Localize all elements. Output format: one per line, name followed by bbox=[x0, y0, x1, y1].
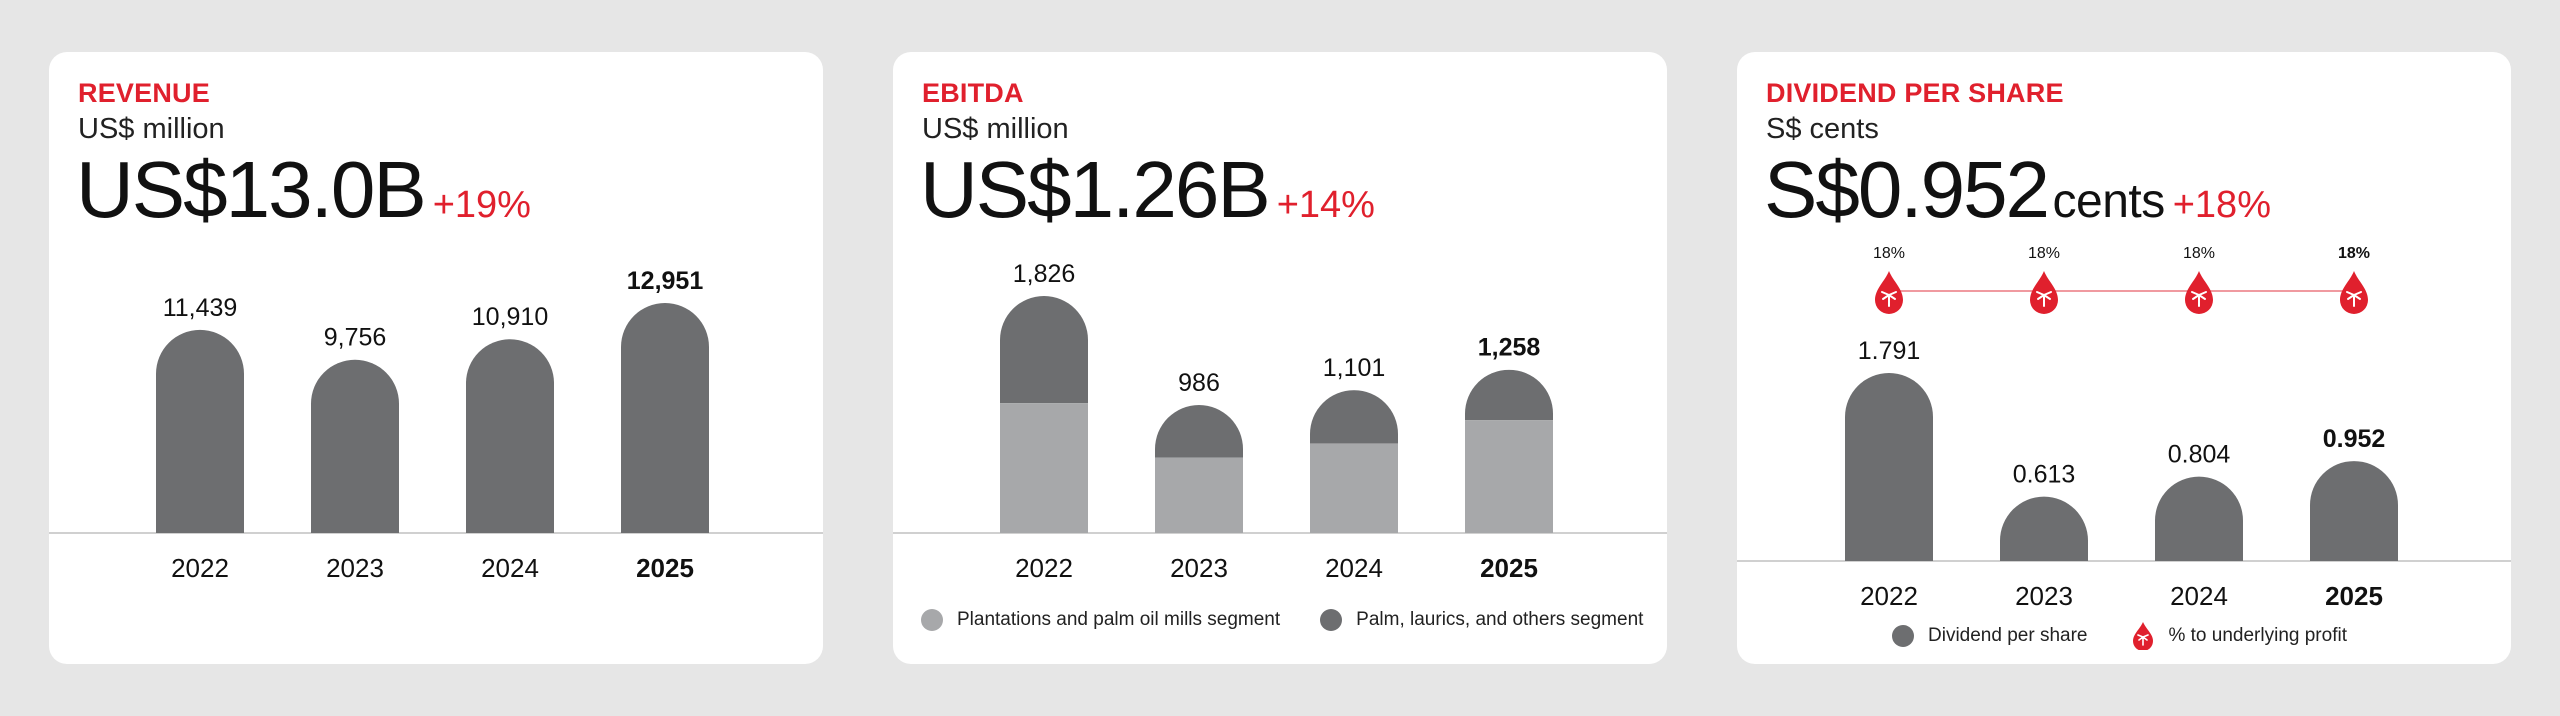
bar-segment-palm-laurics bbox=[1465, 369, 1553, 421]
card-unit: S$ cents bbox=[1766, 113, 1879, 145]
bar-segment-palm-laurics bbox=[1000, 296, 1088, 404]
palm-drop-icon bbox=[2340, 271, 2368, 314]
bar-segment-plantations bbox=[1155, 457, 1243, 533]
payout-label: 18% bbox=[1873, 245, 1905, 262]
dark-grey-swatch bbox=[1320, 609, 1343, 631]
light-grey-swatch bbox=[921, 609, 943, 631]
ebitda-card: EBITDA US$ million US$1.26B +14% 1,826 202… bbox=[893, 52, 1667, 664]
card-headline: US$1.26B +14% bbox=[920, 144, 1375, 236]
palm-drop-icon bbox=[2133, 622, 2154, 650]
value-label: 1,101 bbox=[1323, 354, 1386, 382]
bar-segment-plantations bbox=[1310, 443, 1398, 533]
value-label: 10,910 bbox=[472, 303, 548, 331]
category-label: 2025 bbox=[1480, 553, 1538, 583]
value-label: 0.613 bbox=[2013, 461, 2076, 489]
legend-label: Palm, laurics, and others segment bbox=[1356, 609, 1644, 630]
bar-segment-plantations bbox=[1000, 403, 1088, 533]
bar-segment-palm-laurics bbox=[1310, 390, 1398, 444]
card-title: EBITDA bbox=[922, 78, 1024, 108]
bar bbox=[1845, 373, 1933, 561]
bar bbox=[156, 329, 244, 533]
ebitda-stacked-bar-chart: 1,826 2022 986 2023 1,101 2024 1,258 2025 bbox=[893, 260, 1667, 583]
category-label: 2025 bbox=[2325, 581, 2383, 611]
value-label: 986 bbox=[1178, 369, 1220, 397]
value-label: 0.952 bbox=[2323, 425, 2386, 453]
card-unit: US$ million bbox=[922, 113, 1069, 145]
legend-label: % to underlying profit bbox=[2168, 625, 2347, 646]
bar bbox=[466, 339, 554, 533]
payout-label: 18% bbox=[2338, 245, 2370, 262]
palm-drop-icon bbox=[2185, 271, 2213, 314]
bar-segment-plantations bbox=[1465, 420, 1553, 533]
category-label: 2023 bbox=[2015, 581, 2073, 611]
headline-change: +19% bbox=[432, 184, 531, 226]
dark-grey-swatch bbox=[1892, 625, 1914, 647]
bar bbox=[311, 359, 399, 533]
category-label: 2023 bbox=[326, 553, 384, 583]
payout-label: 18% bbox=[2028, 245, 2060, 262]
value-label: 1.791 bbox=[1858, 337, 1921, 365]
payout-label: 18% bbox=[2183, 245, 2215, 262]
category-label: 2024 bbox=[1325, 553, 1383, 583]
headline-suffix: cents bbox=[2052, 175, 2166, 228]
category-label: 2023 bbox=[1170, 553, 1228, 583]
dividend-legend: Dividend per share % to underlying profi… bbox=[1892, 622, 2347, 650]
category-label: 2024 bbox=[481, 553, 539, 583]
category-label: 2022 bbox=[171, 553, 229, 583]
palm-drop-icon bbox=[2030, 271, 2058, 314]
bar bbox=[621, 303, 709, 533]
legend-item-dividend: Dividend per share bbox=[1892, 625, 2087, 647]
legend-item-palm-laurics: Palm, laurics, and others segment bbox=[1320, 609, 1643, 631]
headline-value: S$0.952 bbox=[1764, 145, 2050, 234]
category-label: 2022 bbox=[1860, 581, 1918, 611]
headline-change: +18% bbox=[2172, 184, 2271, 226]
headline-value: US$13.0B bbox=[76, 145, 427, 234]
value-label: 0.804 bbox=[2168, 441, 2231, 469]
value-label: 12,951 bbox=[627, 267, 704, 295]
revenue-bar-chart: 11,439 2022 9,756 2023 10,910 2024 12,951 2025 bbox=[49, 267, 823, 583]
ebitda-legend: Plantations and palm oil mills segment P… bbox=[921, 609, 1643, 631]
bar bbox=[2000, 496, 2088, 561]
category-label: 2025 bbox=[636, 553, 694, 583]
category-label: 2024 bbox=[2170, 581, 2228, 611]
card-unit: US$ million bbox=[78, 113, 225, 145]
legend-item-plantations: Plantations and palm oil mills segment bbox=[921, 609, 1280, 631]
card-headline: US$13.0B +19% bbox=[76, 144, 531, 236]
dividend-bar-chart: 1.791 2022 0.613 2023 0.804 2024 0.952 2025 18% 1… bbox=[1737, 245, 2511, 611]
bar bbox=[2310, 461, 2398, 561]
revenue-card: REVENUE US$ million US$13.0B +19% 11,439 2… bbox=[49, 52, 823, 664]
headline-change: +14% bbox=[1276, 184, 1375, 226]
palm-drop-icon bbox=[1875, 271, 1903, 314]
legend-label: Plantations and palm oil mills segment bbox=[957, 609, 1281, 630]
headline-value: US$1.26B bbox=[920, 145, 1271, 234]
value-label: 9,756 bbox=[324, 324, 387, 352]
category-label: 2022 bbox=[1015, 553, 1073, 583]
dividend-card: DIVIDEND PER SHARE S$ cents S$0.952 cent… bbox=[1737, 52, 2511, 664]
value-label: 11,439 bbox=[163, 294, 238, 322]
legend-label: Dividend per share bbox=[1928, 625, 2088, 646]
card-title: DIVIDEND PER SHARE bbox=[1766, 78, 2064, 108]
value-label: 1,258 bbox=[1478, 334, 1541, 362]
bar bbox=[2155, 476, 2243, 561]
card-title: REVENUE bbox=[78, 78, 210, 108]
value-label: 1,826 bbox=[1013, 260, 1076, 288]
card-headline: S$0.952 cents +18% bbox=[1764, 144, 2271, 236]
legend-item-payout: % to underlying profit bbox=[2132, 622, 2347, 650]
bar-segment-palm-laurics bbox=[1155, 405, 1243, 458]
